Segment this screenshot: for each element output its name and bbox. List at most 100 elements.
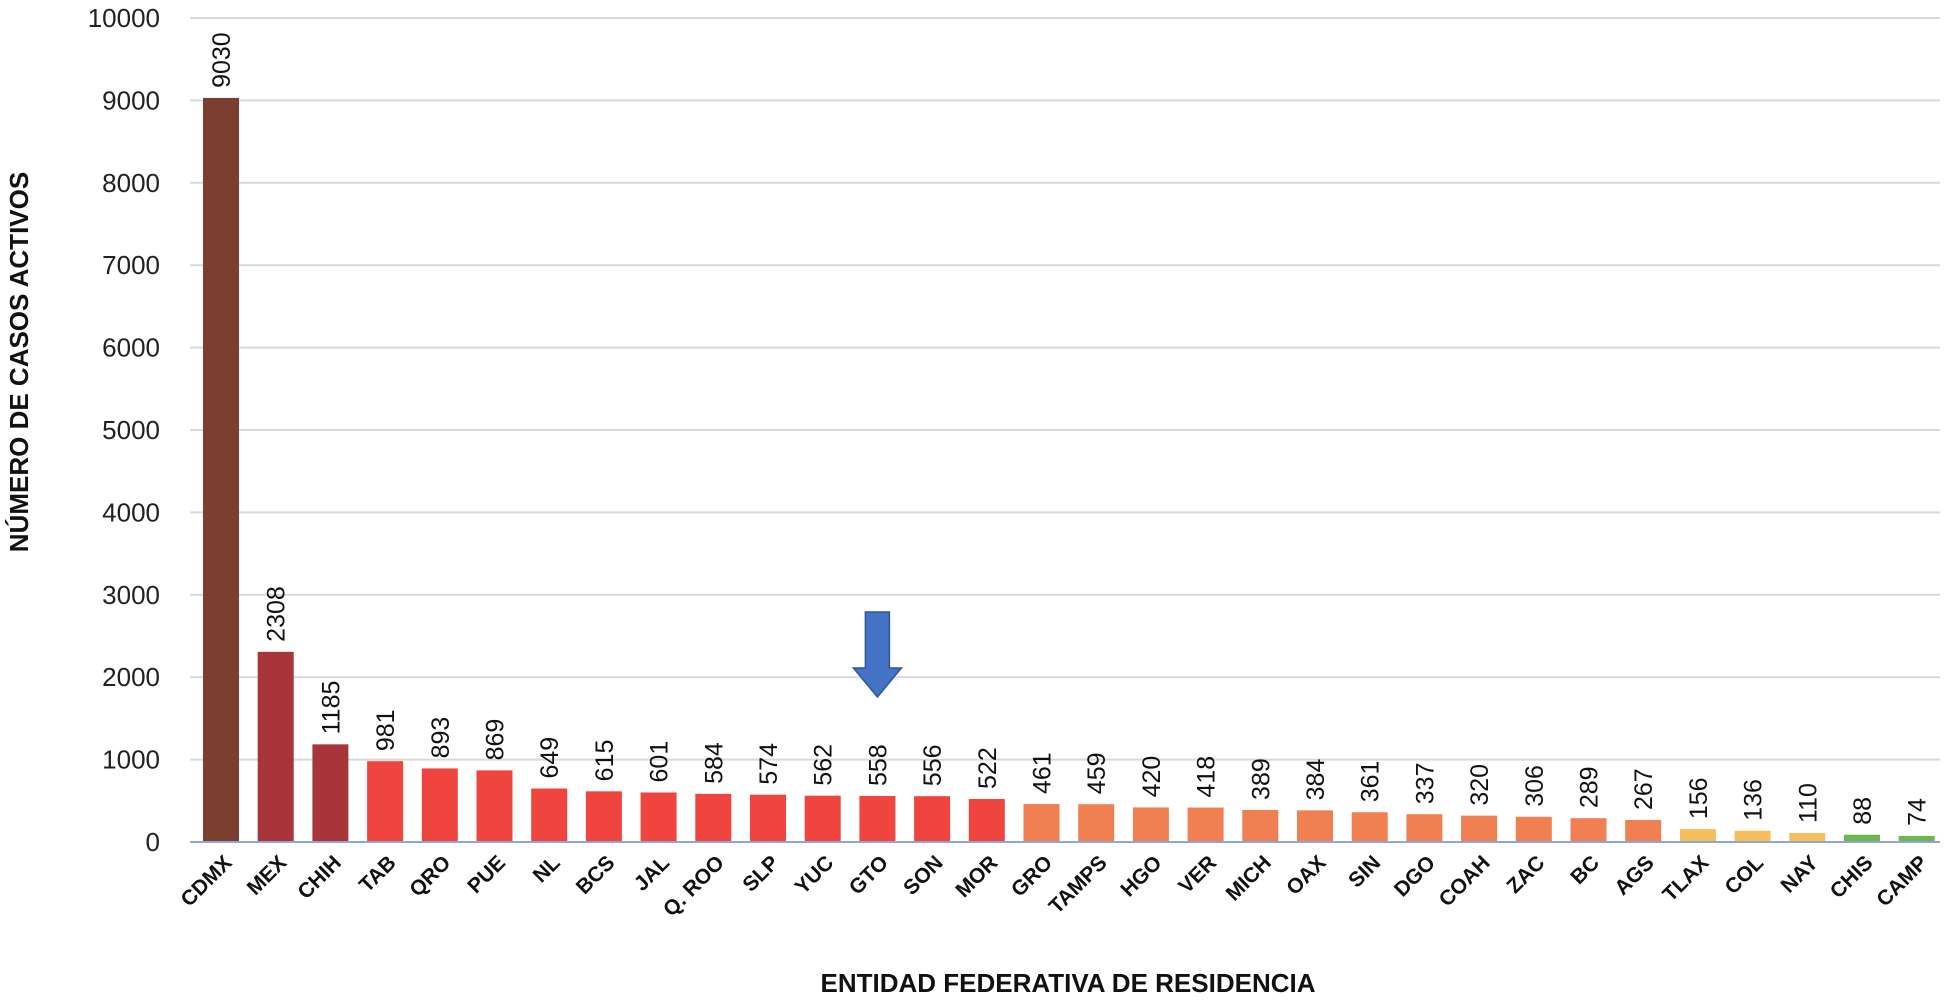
x-category-label: BC — [1566, 851, 1604, 889]
x-category-label: NAY — [1777, 851, 1823, 897]
bar-mex — [257, 651, 294, 842]
bar-pue — [476, 770, 513, 842]
bar-oax — [1297, 810, 1333, 842]
x-category-label: VER — [1174, 851, 1221, 898]
x-category-label: CDMX — [177, 851, 237, 911]
data-label: 615 — [591, 740, 619, 782]
bar-q-roo — [695, 793, 732, 842]
bar-gto — [859, 796, 896, 842]
data-label: 461 — [1029, 752, 1057, 794]
data-label: 869 — [482, 719, 510, 761]
x-category-label: TAMPS — [1045, 851, 1112, 918]
bar-qro — [421, 768, 458, 842]
y-tick-label: 3000 — [102, 580, 160, 610]
x-category-label: GTO — [845, 851, 893, 899]
data-label: 418 — [1193, 756, 1221, 798]
y-tick-label: 4000 — [102, 497, 160, 527]
x-category-label: DGO — [1390, 851, 1440, 901]
bar-mor — [968, 798, 1005, 842]
data-label: 420 — [1138, 756, 1166, 798]
bar-bcs — [585, 791, 622, 842]
bar-slp — [750, 794, 786, 842]
x-category-label: HGO — [1116, 851, 1166, 901]
data-label: 522 — [974, 747, 1002, 789]
bar-camp — [1898, 835, 1935, 842]
x-category-label: Q. ROO — [659, 851, 729, 921]
y-tick-label: 1000 — [102, 745, 160, 775]
x-category-label: SIN — [1344, 851, 1385, 892]
data-label: 156 — [1685, 777, 1713, 819]
y-tick-label: 0 — [146, 827, 160, 857]
bar-zac — [1515, 816, 1552, 842]
y-tick-label: 8000 — [102, 168, 160, 198]
y-tick-label: 9000 — [102, 85, 160, 115]
bar-ags — [1625, 819, 1662, 842]
x-category-label: PUE — [463, 851, 510, 898]
x-category-label: NL — [529, 851, 565, 887]
y-tick-label: 6000 — [102, 333, 160, 363]
data-label: 574 — [755, 743, 783, 785]
x-category-label: AGS — [1610, 851, 1658, 899]
x-category-label: CHIS — [1826, 851, 1878, 903]
bar-chih — [312, 744, 349, 842]
x-category-label: TLAX — [1658, 851, 1713, 906]
x-category-label: MICH — [1222, 851, 1276, 905]
data-label: 88 — [1849, 797, 1877, 825]
data-label: 136 — [1740, 779, 1768, 821]
x-category-label: QRO — [405, 851, 455, 901]
data-label: 558 — [864, 744, 892, 786]
bar-cdmx — [203, 97, 239, 843]
bar-hgo — [1132, 807, 1169, 842]
bar-tab — [367, 761, 404, 842]
y-axis-ticks: 0 1000 2000 3000 4000 5000 6000 7000 8000 9000 100… — [88, 3, 160, 857]
bar-sin — [1351, 812, 1388, 842]
bar-jal — [640, 792, 677, 842]
data-label: 361 — [1357, 761, 1385, 803]
data-label: 459 — [1083, 752, 1111, 794]
data-label: 110 — [1794, 783, 1822, 823]
data-label: 2308 — [263, 586, 291, 642]
data-label: 556 — [919, 744, 947, 786]
x-category-label: OAX — [1282, 851, 1330, 899]
bar-coah — [1461, 815, 1498, 842]
x-axis-title: ENTIDAD FEDERATIVA DE RESIDENCIA — [821, 968, 1316, 998]
bar-gro — [1023, 804, 1060, 842]
data-label: 320 — [1466, 764, 1494, 806]
x-category-label: SLP — [738, 851, 783, 896]
y-tick-label: 7000 — [102, 250, 160, 280]
x-category-label: CAMP — [1872, 851, 1932, 911]
x-category-label: GRO — [1007, 851, 1057, 901]
data-labels: 9030 2308 1185 981 893 869 649 615 601 584 574 562 5… — [208, 32, 1932, 826]
y-tick-label: 5000 — [102, 415, 160, 445]
x-category-label: TAB — [355, 851, 401, 897]
x-category-label: CHIH — [293, 851, 346, 904]
data-label: 9030 — [208, 32, 236, 88]
x-category-label: MOR — [951, 851, 1002, 902]
bar-nay — [1789, 832, 1826, 842]
bar-nl — [531, 788, 568, 842]
x-category-label: COAH — [1435, 851, 1495, 911]
bar-dgo — [1406, 814, 1443, 842]
bar-yuc — [804, 795, 841, 842]
data-label: 384 — [1302, 759, 1330, 801]
data-label: 649 — [536, 737, 564, 779]
bar-mich — [1242, 809, 1279, 842]
bar-tlax — [1679, 829, 1716, 842]
data-label: 562 — [810, 744, 838, 786]
y-axis-title: NÚMERO DE CASOS ACTIVOS — [4, 172, 34, 552]
data-label: 893 — [427, 717, 455, 759]
down-arrow-icon — [851, 611, 903, 699]
bar-son — [914, 796, 951, 842]
bar-bc — [1570, 818, 1607, 842]
x-category-label: BCS — [572, 851, 620, 899]
bar-ver — [1187, 807, 1224, 842]
bar-tamps — [1078, 804, 1115, 842]
bar-chis — [1844, 834, 1880, 842]
data-label: 584 — [700, 742, 728, 784]
data-label: 601 — [646, 741, 674, 783]
data-label: 289 — [1576, 766, 1604, 808]
x-category-label: MEX — [243, 851, 291, 899]
data-label: 389 — [1247, 758, 1275, 800]
data-label: 306 — [1521, 765, 1549, 807]
bars — [203, 97, 1935, 843]
